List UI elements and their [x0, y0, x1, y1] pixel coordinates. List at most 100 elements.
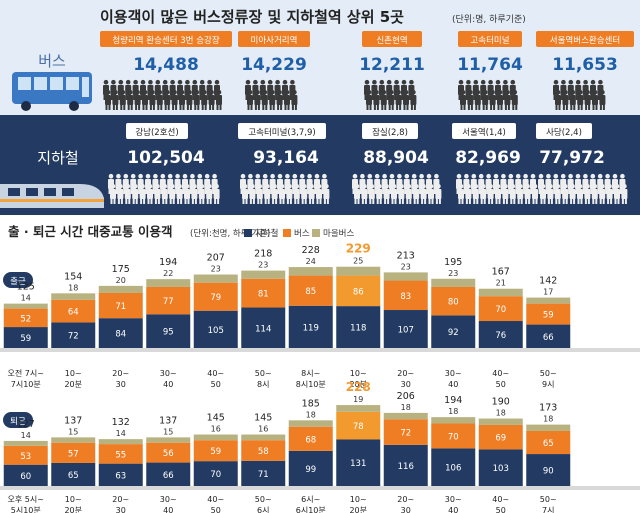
person-icon: [191, 183, 198, 204]
person-icon: [149, 89, 156, 110]
segment-label: 72: [400, 429, 411, 439]
person-icon: [460, 89, 466, 110]
segment-label: 85: [305, 287, 316, 297]
segment-label: 64: [68, 308, 79, 318]
person-icon: [388, 89, 395, 110]
person-icon: [264, 183, 271, 204]
total-label: 229: [346, 242, 371, 256]
chart-tag-label: 퇴근: [10, 417, 26, 427]
person-icon: [167, 173, 174, 194]
person-icon: [308, 183, 315, 204]
total-label: 195: [444, 257, 462, 268]
tick-label: 8시~ 8시10분: [296, 369, 326, 389]
bar-segment: [51, 462, 96, 486]
title-unit: (단위:명, 하루기준): [452, 14, 526, 25]
person-icon: [474, 89, 481, 110]
segment-label: 18: [496, 409, 506, 418]
bar-segment: [3, 303, 48, 309]
total-label: 173: [539, 403, 557, 414]
person-icon: [554, 183, 561, 204]
segment-label: 18: [306, 410, 316, 419]
total-label: 145: [254, 413, 272, 424]
segment-label: 71: [258, 470, 269, 480]
legend-swatch-village-bus: [312, 229, 320, 237]
tick-label: 20~ 30: [112, 495, 129, 513]
bar-segment: [98, 444, 143, 464]
tick-label: 50~ 6시: [255, 495, 272, 513]
person-icon: [524, 183, 531, 204]
person-icon: [269, 89, 276, 110]
bar-segment: [51, 293, 96, 300]
segment-label: 78: [353, 422, 364, 432]
bar-segment: [98, 439, 143, 445]
bus-stop-value: 14,229: [241, 55, 307, 75]
tick-label: 20~ 30: [397, 495, 414, 513]
person-icon: [540, 183, 546, 204]
person-icon: [354, 183, 360, 204]
segment-label: 15: [68, 427, 78, 436]
segment-label: 23: [258, 261, 268, 270]
subway-station-1: 강남(2호선) 102,504: [126, 123, 205, 168]
segment-label: 83: [400, 292, 411, 302]
subway-station-name: 강남(2호선): [135, 127, 178, 138]
bar-segment: [51, 322, 96, 348]
person-icon: [398, 183, 405, 204]
bar-segment: [241, 270, 286, 279]
person-icon: [413, 183, 420, 204]
bus-stop-2: 미아사거리역 14,229: [238, 31, 310, 75]
bar-segment: [193, 282, 238, 311]
segment-label: 53: [20, 452, 31, 462]
segment-label: 22: [163, 269, 173, 278]
bar-segment: [431, 315, 476, 348]
person-icon: [147, 183, 153, 204]
bar-segment: [383, 272, 428, 281]
total-label: 175: [112, 264, 130, 275]
total-label: 132: [112, 417, 130, 428]
person-icon: [127, 89, 134, 110]
segment-label: 65: [68, 471, 79, 481]
person-icon: [504, 89, 511, 110]
person-icon: [193, 89, 200, 110]
segment-label: 56: [163, 449, 174, 459]
bar-segment: [478, 418, 523, 425]
legend-label-bus: 버스: [294, 228, 310, 239]
bar-segment: [288, 305, 333, 348]
segment-label: 72: [68, 332, 79, 342]
bar-segment: [478, 449, 523, 486]
tick-label: 40~ 50: [492, 369, 509, 389]
segment-label: 58: [258, 447, 269, 457]
person-icon: [271, 183, 278, 204]
bar-segment: [146, 314, 191, 348]
bar-segment: [336, 405, 381, 412]
person-icon: [517, 183, 524, 204]
segment-label: 107: [398, 326, 414, 336]
bus-stop-value: 11,764: [457, 55, 523, 75]
segment-label: 14: [21, 431, 31, 440]
segment-label: 52: [20, 314, 31, 324]
person-icon: [117, 183, 124, 204]
person-icon: [614, 183, 620, 204]
person-icon: [179, 89, 185, 110]
person-icon: [154, 183, 161, 204]
subway-station-4: 서울역(1,4) 82,969: [452, 123, 521, 168]
bar-segment: [526, 297, 571, 304]
total-label: 228: [302, 245, 320, 256]
segment-label: 79: [210, 293, 221, 303]
bar-segment: [193, 461, 238, 486]
segment-label: 20: [116, 276, 126, 285]
person-icon: [261, 89, 268, 110]
baseline: [0, 348, 640, 352]
bar-segment: [431, 278, 476, 287]
bar-segment: [241, 460, 286, 486]
tick-label: 30~ 40: [445, 495, 462, 513]
person-icon: [482, 89, 489, 110]
bus-stop-name: 고속터미널: [470, 36, 509, 46]
person-icon: [465, 183, 472, 204]
person-icon: [391, 183, 397, 204]
total-label: 218: [254, 249, 272, 260]
person-icon: [380, 89, 387, 110]
bus-stop-name: 서울역버스환승센터: [550, 35, 620, 46]
segment-label: 119: [303, 323, 319, 333]
bar-segment: [431, 423, 476, 449]
bus-stop-1: 청량리역 환승센터 3번 승강장 14,488: [100, 31, 232, 75]
